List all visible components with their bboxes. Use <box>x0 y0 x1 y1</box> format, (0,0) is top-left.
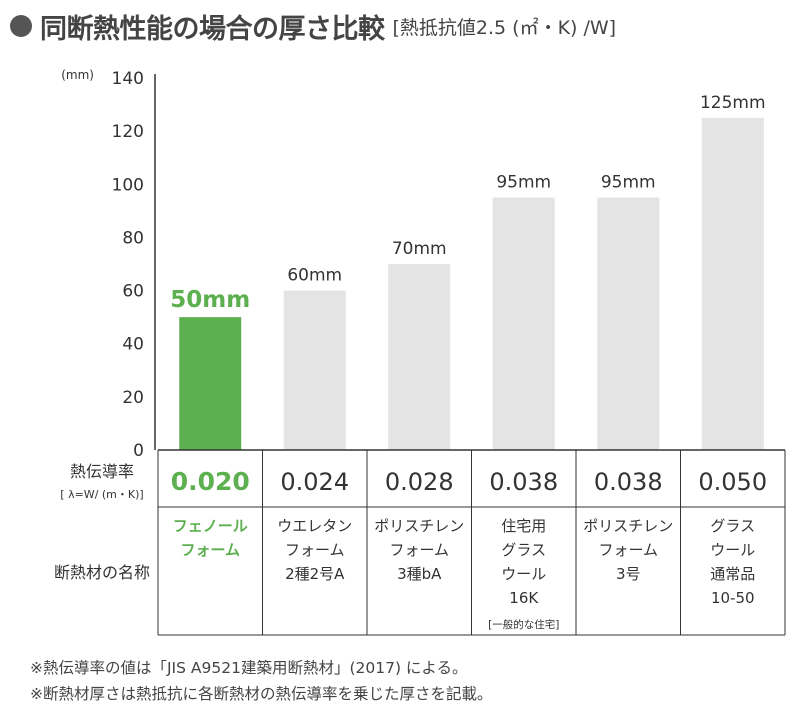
bar <box>388 264 451 450</box>
bar <box>597 197 660 450</box>
material-name-line: 通常品 <box>710 565 755 583</box>
material-name-line: グラス <box>710 517 755 535</box>
y-unit-label: (mm) <box>61 68 94 82</box>
bar-chart: 50mm 60mm 70mm 95mm 95mm 125mm 0 20 40 60 80 100 120… <box>54 68 786 636</box>
bar <box>701 117 764 450</box>
chart-subtitle: [熱抵抗値2.5 (㎡・K) /W] <box>392 16 617 39</box>
bar <box>283 290 346 450</box>
material-name-line: 住宅用 <box>501 517 546 535</box>
material-name-line: フォーム <box>285 541 345 559</box>
conductivity-value: 0.020 <box>171 467 250 496</box>
footnotes: ※熱伝導率の値は「JIS A9521建築用断熱材」(2017) による。 ※断熱… <box>30 655 493 707</box>
material-name-line: フォーム <box>180 541 240 559</box>
conductivity-value: 0.050 <box>698 468 767 496</box>
material-name-line: 16K <box>509 589 539 607</box>
footnote: ※断熱材厚さは熱抵抗に各断熱材の熱伝導率を乗じた厚さを記載。 <box>30 685 493 703</box>
conductivity-value: 0.038 <box>489 468 558 496</box>
y-tick-label: 40 <box>122 335 144 355</box>
material-name-line: 10-50 <box>711 589 755 607</box>
footnote: ※熱伝導率の値は「JIS A9521建築用断熱材」(2017) による。 <box>30 659 468 677</box>
material-name-line: ポリスチレン <box>583 517 673 535</box>
data-label: 95mm <box>496 173 551 193</box>
material-name-line: フォーム <box>598 541 658 559</box>
data-label: 95mm <box>601 173 656 193</box>
material-name-line: 3号 <box>616 565 641 583</box>
conductivity-value: 0.038 <box>594 468 663 496</box>
y-tick-label: 60 <box>122 282 144 302</box>
material-name-line: フォーム <box>389 541 449 559</box>
material-name-line: ウエレタン <box>277 517 352 535</box>
y-tick-label: 100 <box>112 175 144 195</box>
y-tick-label: 120 <box>112 122 144 142</box>
data-label: 125mm <box>700 93 766 113</box>
material-name-line: ウール <box>501 565 546 583</box>
bar <box>179 317 242 450</box>
material-name-line: ポリスチレン <box>374 517 464 535</box>
data-label: 60mm <box>287 266 342 286</box>
material-name-line: 3種bA <box>397 565 442 583</box>
chart-title: 同断熱性能の場合の厚さ比較 <box>40 13 385 45</box>
material-name-line: グラス <box>501 541 546 559</box>
y-tick-label: 80 <box>122 228 144 248</box>
conductivity-value: 0.028 <box>385 468 454 496</box>
row-header-conductivity-unit: [ λ=W/ (m・K)] <box>60 488 143 501</box>
y-tick-label: 0 <box>133 441 144 461</box>
y-tick-label: 140 <box>112 69 144 89</box>
material-name-line: ウール <box>710 541 755 559</box>
row-header-material-name: 断熱材の名称 <box>54 563 150 582</box>
material-name-note: [一般的な住宅] <box>488 618 559 631</box>
material-name-line: 2種2号A <box>285 565 345 583</box>
bullet-icon <box>10 15 32 37</box>
conductivity-value: 0.024 <box>280 468 349 496</box>
data-label: 50mm <box>170 287 250 313</box>
data-label: 70mm <box>392 239 447 259</box>
y-tick-label: 20 <box>122 388 144 408</box>
chart-header: 同断熱性能の場合の厚さ比較 [熱抵抗値2.5 (㎡・K) /W] <box>10 8 617 45</box>
row-header-conductivity: 熱伝導率 <box>70 462 134 481</box>
material-name-line: フェノール <box>173 517 248 535</box>
bar <box>492 197 555 450</box>
